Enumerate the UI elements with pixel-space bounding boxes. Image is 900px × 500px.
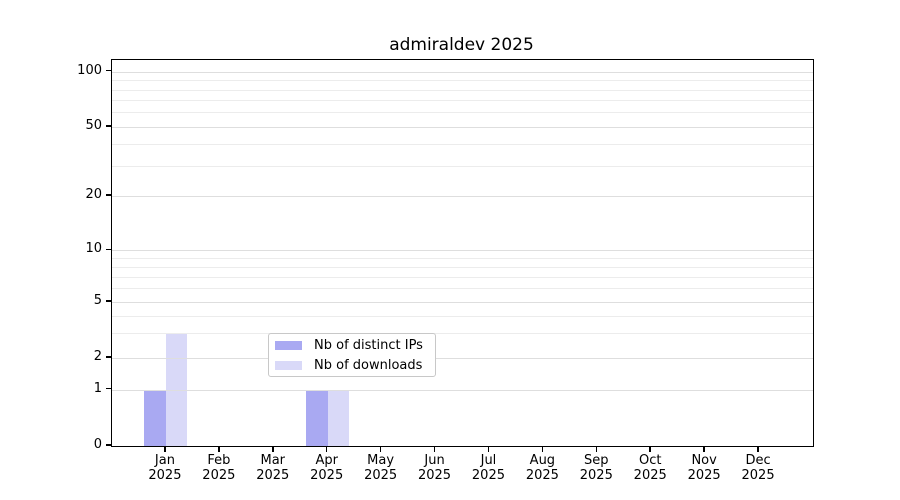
gridline-minor-40 — [112, 143, 813, 145]
x-tick-jul — [487, 446, 490, 452]
x-tick-jan — [164, 446, 166, 452]
x-tick-jun — [433, 446, 436, 452]
y-tick-5 — [106, 300, 111, 302]
gridline-100 — [112, 71, 813, 73]
x-tick-aug — [541, 446, 544, 452]
y-tick-10 — [106, 248, 111, 251]
x-tick-label-sep: Sep 2025 — [579, 453, 613, 483]
y-tick-1 — [106, 387, 111, 390]
gridline-10 — [112, 250, 813, 252]
y-tick-label-1: 1 — [93, 380, 102, 396]
y-tick-20 — [106, 194, 111, 196]
x-tick-label-jul: Jul 2025 — [471, 453, 505, 483]
chart-title: admiraldev 2025 — [389, 35, 534, 55]
plot-area — [111, 59, 814, 447]
y-tick-label-10: 10 — [85, 241, 102, 257]
legend-label: Nb of downloads — [314, 357, 423, 373]
x-tick-label-dec: Dec 2025 — [741, 453, 775, 483]
legend: Nb of distinct IPs Nb of downloads — [268, 333, 436, 377]
legend-label: Nb of distinct IPs — [314, 337, 423, 353]
y-tick-label-50: 50 — [85, 118, 102, 134]
legend-swatch — [275, 340, 302, 350]
x-tick-label-feb: Feb 2025 — [202, 453, 236, 483]
x-tick-label-oct: Oct 2025 — [633, 453, 667, 483]
x-tick-mar — [272, 446, 274, 452]
y-tick-50 — [106, 125, 111, 127]
x-tick-dec — [757, 446, 759, 452]
gridline-minor-90 — [112, 80, 813, 82]
x-tick-may — [379, 446, 382, 452]
gridline-1 — [112, 389, 813, 391]
x-tick-label-mar: Mar 2025 — [256, 453, 290, 483]
x-tick-feb — [218, 446, 220, 452]
gridline-20 — [112, 196, 813, 198]
x-tick-label-jun: Jun 2025 — [417, 453, 452, 483]
gridline-minor-7 — [112, 276, 813, 278]
legend-swatch — [275, 360, 302, 370]
bar-nb-of-downloads-jan — [165, 333, 188, 446]
gridline-minor-8 — [112, 267, 813, 268]
gridline-5 — [112, 301, 813, 303]
gridline-2 — [112, 357, 813, 359]
x-tick-label-aug: Aug 2025 — [525, 453, 559, 483]
y-tick-label-20: 20 — [85, 187, 102, 203]
y-tick-0 — [106, 444, 111, 446]
y-tick-label-5: 5 — [93, 292, 102, 308]
y-tick-label-100: 100 — [77, 62, 102, 78]
gridline-minor-70 — [112, 100, 813, 102]
gridline-minor-30 — [112, 165, 813, 167]
x-tick-label-jan: Jan 2025 — [148, 453, 182, 483]
gridline-minor-4 — [112, 315, 813, 317]
legend-row-nb-of-distinct-ips: Nb of distinct IPs — [275, 338, 429, 353]
y-tick-2 — [106, 356, 111, 358]
x-tick-nov — [703, 446, 705, 452]
x-tick-label-may: May 2025 — [364, 453, 398, 483]
y-tick-label-0: 0 — [93, 437, 102, 452]
gridline-minor-9 — [112, 258, 813, 260]
x-tick-oct — [649, 446, 651, 452]
x-tick-sep — [595, 446, 598, 452]
y-tick-100 — [106, 69, 111, 72]
bar-nb-of-distinct-ips-jan — [144, 389, 166, 446]
gridline-minor-80 — [112, 89, 813, 91]
gridline-minor-3 — [112, 333, 813, 335]
x-tick-label-apr: Apr 2025 — [310, 453, 344, 483]
gridline-50 — [112, 127, 813, 129]
gridline-minor-60 — [112, 112, 813, 114]
bar-nb-of-downloads-apr — [327, 389, 350, 446]
x-tick-apr — [325, 446, 328, 452]
gridline-minor-6 — [112, 288, 813, 290]
bar-nb-of-distinct-ips-apr — [306, 389, 328, 446]
x-tick-label-nov: Nov 2025 — [687, 453, 721, 483]
y-tick-label-2: 2 — [93, 348, 102, 364]
legend-row-nb-of-downloads: Nb of downloads — [275, 358, 429, 373]
